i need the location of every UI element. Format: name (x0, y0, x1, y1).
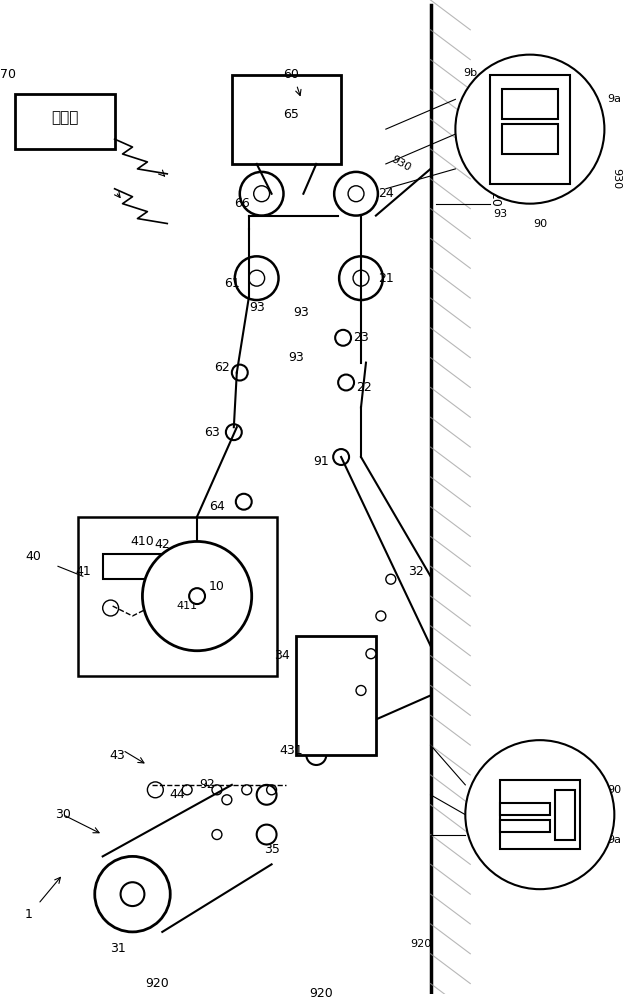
Text: 920: 920 (145, 977, 169, 990)
Bar (502, 124, 557, 154)
Text: 930: 930 (611, 168, 621, 189)
Bar (500, 820, 550, 832)
Bar (490, 75, 569, 184)
Circle shape (212, 830, 222, 840)
Text: 1: 1 (24, 908, 32, 921)
Text: 35: 35 (264, 843, 279, 856)
Bar (502, 89, 557, 119)
Circle shape (386, 574, 396, 584)
Text: 41: 41 (75, 565, 91, 578)
Circle shape (456, 55, 604, 204)
Text: 90: 90 (533, 219, 547, 229)
Text: 21: 21 (378, 272, 394, 285)
Text: 410: 410 (131, 535, 154, 548)
Text: 92: 92 (199, 778, 215, 791)
Circle shape (376, 611, 386, 621)
Circle shape (121, 882, 145, 906)
Text: 42: 42 (154, 538, 170, 551)
Text: 23: 23 (353, 331, 369, 344)
Circle shape (338, 375, 354, 390)
Text: 60: 60 (284, 68, 300, 81)
Circle shape (334, 172, 378, 216)
Bar (500, 803, 550, 815)
Text: 31: 31 (110, 942, 126, 955)
Text: 920: 920 (310, 987, 333, 1000)
Text: 920: 920 (410, 939, 431, 949)
Text: 30: 30 (55, 808, 71, 821)
Circle shape (236, 494, 252, 510)
Text: 32: 32 (408, 565, 423, 578)
Circle shape (333, 449, 349, 465)
Text: 40: 40 (25, 550, 41, 563)
Text: 63: 63 (204, 426, 220, 439)
Circle shape (95, 856, 170, 932)
Text: 930: 930 (389, 154, 413, 174)
Text: 43: 43 (110, 749, 126, 762)
Text: 10: 10 (209, 580, 225, 593)
Text: 9a: 9a (607, 94, 621, 104)
Circle shape (189, 588, 205, 604)
Text: 65: 65 (284, 108, 300, 121)
Text: 91: 91 (313, 455, 329, 468)
Circle shape (232, 365, 248, 381)
Circle shape (257, 825, 277, 844)
Text: 92: 92 (503, 755, 517, 765)
Text: 9b: 9b (463, 68, 477, 78)
Text: 44: 44 (169, 788, 185, 801)
Text: 62: 62 (214, 361, 230, 374)
Circle shape (235, 256, 279, 300)
Circle shape (226, 424, 242, 440)
Circle shape (465, 740, 614, 889)
Text: 90: 90 (607, 785, 621, 795)
Bar (500, 780, 580, 849)
Bar (78, 517, 277, 676)
Text: 22: 22 (356, 381, 372, 394)
Text: 61: 61 (224, 277, 240, 290)
Text: 93: 93 (293, 306, 309, 319)
Circle shape (142, 541, 252, 651)
Bar (232, 75, 341, 164)
Bar (296, 636, 376, 755)
Circle shape (339, 256, 383, 300)
Text: 93: 93 (493, 209, 507, 219)
Circle shape (222, 795, 232, 805)
Text: 93: 93 (249, 301, 265, 314)
Circle shape (257, 785, 277, 805)
Circle shape (307, 745, 326, 765)
Circle shape (366, 649, 376, 659)
Text: 411: 411 (176, 601, 198, 611)
Circle shape (356, 686, 366, 695)
Text: 431: 431 (279, 744, 303, 757)
Text: 66: 66 (234, 197, 250, 210)
Bar (15, 94, 114, 149)
Bar (555, 790, 574, 840)
Text: 20: 20 (489, 191, 502, 207)
Text: 93: 93 (289, 351, 304, 364)
Circle shape (335, 330, 351, 346)
Bar (102, 554, 162, 579)
Text: 34: 34 (274, 649, 289, 662)
Text: 24: 24 (378, 187, 394, 200)
Text: 70: 70 (0, 68, 16, 81)
Text: 控制部: 控制部 (51, 110, 78, 125)
Text: 9a: 9a (607, 835, 621, 845)
Text: 64: 64 (209, 500, 225, 513)
Circle shape (240, 172, 284, 216)
